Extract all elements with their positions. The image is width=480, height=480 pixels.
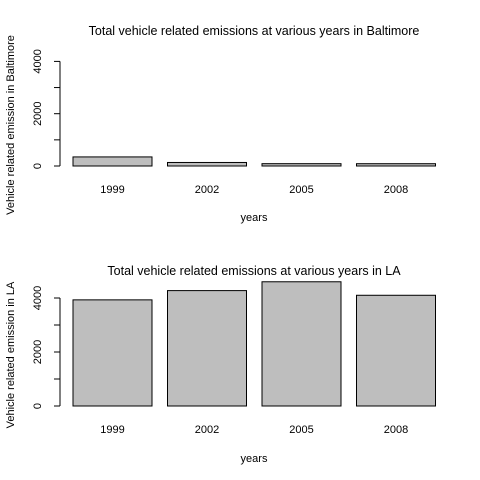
y-tick-label: 2000 — [32, 340, 44, 364]
chart-title: Total vehicle related emissions at vario… — [107, 264, 401, 278]
x-tick-label: 2008 — [384, 424, 408, 436]
x-tick-label: 2002 — [195, 184, 219, 196]
bar-2008 — [356, 294, 436, 407]
x-tick-label: 2002 — [195, 424, 219, 436]
x-axis-label: years — [241, 453, 268, 465]
bar-2002 — [167, 161, 247, 167]
y-tick-label: 0 — [32, 403, 44, 409]
bar-2002 — [167, 290, 247, 407]
y-tick-label: 4000 — [32, 286, 44, 310]
y-tick-label: 4000 — [32, 49, 44, 73]
x-tick-label: 1999 — [100, 184, 124, 196]
chart-title: Total vehicle related emissions at vario… — [89, 24, 420, 38]
x-tick-labels: 1999 2002 2005 2008 — [100, 184, 408, 196]
bar-2005 — [261, 163, 342, 167]
bar-2008 — [356, 163, 436, 167]
x-tick-label: 1999 — [100, 424, 124, 436]
y-axis-label: Vehicle related emission in LA — [5, 281, 17, 428]
x-tick-label: 2008 — [384, 184, 408, 196]
chart-panel-baltimore: Total vehicle related emissions at vario… — [5, 24, 436, 224]
y-tick-label: 0 — [32, 163, 44, 169]
x-axis-label: years — [241, 212, 268, 224]
y-axis: 0 2000 4000 — [32, 286, 61, 409]
y-axis: 0 2000 4000 — [32, 49, 61, 169]
x-tick-label: 2005 — [289, 424, 313, 436]
bar-series — [72, 156, 436, 167]
y-tick-label: 2000 — [32, 101, 44, 125]
bar-2005 — [261, 281, 342, 407]
y-axis-label: Vehicle related emission in Baltimore — [5, 35, 17, 215]
chart-panel-la: Total vehicle related emissions at vario… — [5, 264, 436, 465]
x-tick-label: 2005 — [289, 184, 313, 196]
bar-1999 — [72, 156, 153, 167]
bar-series — [72, 281, 436, 407]
bar-1999 — [72, 299, 153, 407]
x-tick-labels: 1999 2002 2005 2008 — [100, 424, 408, 436]
